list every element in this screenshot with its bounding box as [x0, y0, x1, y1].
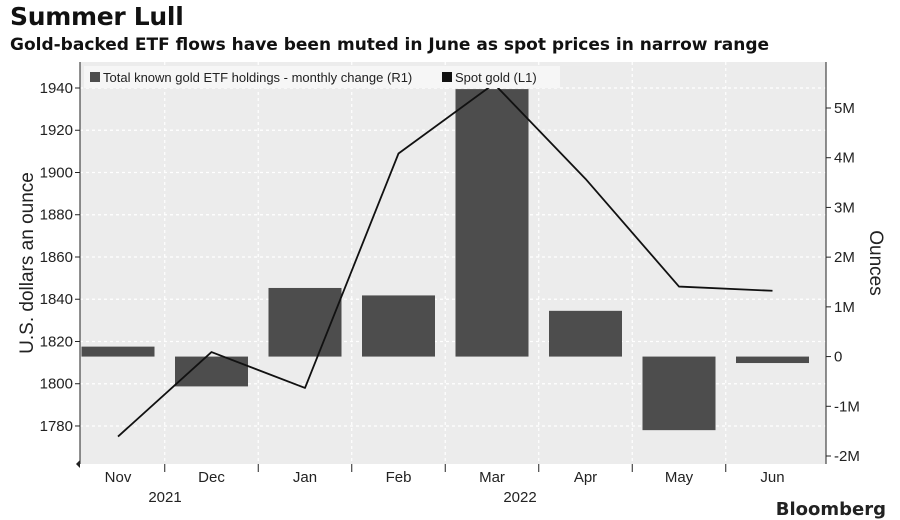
y-left-tick-label: 1820 — [40, 333, 73, 350]
y-right-tick-label: 3M — [834, 199, 855, 216]
y-right-tick-label: 2M — [834, 249, 855, 266]
x-year-label: 2022 — [503, 489, 536, 506]
bar — [642, 356, 716, 431]
y-left-tick-label: 1840 — [40, 291, 73, 308]
y-left-tick-label: 1920 — [40, 122, 73, 139]
x-tick-label: May — [665, 469, 694, 486]
x-tick-label: Apr — [574, 469, 597, 486]
x-tick-label: Mar — [479, 469, 505, 486]
y-left-tick-label: 1880 — [40, 207, 73, 224]
x-year-label: 2021 — [148, 489, 181, 506]
chart-subtitle: Gold-backed ETF flows have been muted in… — [10, 35, 770, 55]
legend-label-bars: Total known gold ETF holdings - monthly … — [103, 70, 412, 85]
y-left-tick-label: 1780 — [40, 418, 73, 435]
y-right-tick-label: -2M — [834, 448, 860, 465]
bar — [736, 356, 809, 364]
bars — [81, 89, 809, 431]
x-tick-label: Dec — [198, 469, 225, 486]
legend-label-line: Spot gold (L1) — [455, 70, 537, 85]
y-left-tick-label: 1860 — [40, 249, 73, 266]
y-right-tick-label: 5M — [834, 100, 855, 117]
y-right-tick-label: 1M — [834, 299, 855, 316]
legend-swatch-bars — [90, 72, 100, 82]
x-tick-label: Jan — [293, 469, 317, 486]
axes: 1780 1800 1820 1840 1860 1880 1900 1920 1940 -2M -… — [40, 62, 860, 506]
legend-background — [84, 66, 560, 88]
bar — [455, 89, 529, 357]
y-right-tick-label: 4M — [834, 150, 855, 167]
y-left-tick-label: 1900 — [40, 164, 73, 181]
legend: Total known gold ETF holdings - monthly … — [84, 66, 560, 88]
y-left-tick-label: 1800 — [40, 376, 73, 393]
y-left-axis-title: U.S. dollars an ounce — [17, 172, 38, 354]
y-right-tick-label: -1M — [834, 398, 860, 415]
spot-gold-line — [117, 82, 773, 438]
spot-gold-line-path — [117, 82, 773, 438]
legend-swatch-line — [442, 72, 452, 82]
chart-title: Summer Lull — [10, 2, 184, 31]
x-tick-label: Feb — [386, 469, 412, 486]
x-tick-label: Nov — [105, 469, 132, 486]
bar — [268, 287, 342, 357]
y-left-tick-label: 1940 — [40, 80, 73, 97]
bar — [81, 346, 155, 357]
axis-labels: U.S. dollars an ounce Ounces — [17, 172, 886, 354]
y-right-tick-label: 0 — [834, 349, 842, 366]
x-tick-label: Jun — [760, 469, 784, 486]
bar — [549, 310, 622, 357]
y-left-axis-arrow — [76, 460, 80, 468]
y-right-axis-title: Ounces — [865, 230, 886, 295]
bar — [362, 295, 435, 357]
